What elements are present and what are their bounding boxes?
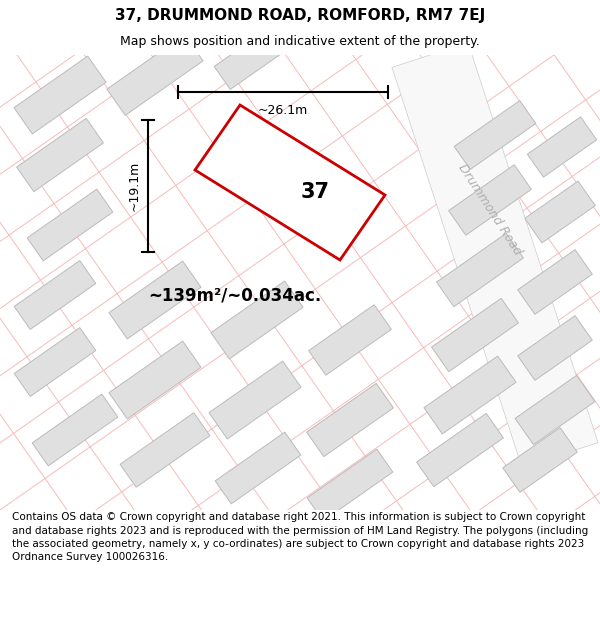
Text: Drummond Road: Drummond Road [455,162,524,258]
Polygon shape [14,261,96,329]
Polygon shape [14,56,106,134]
Polygon shape [14,328,96,396]
Polygon shape [32,394,118,466]
Text: ~139m²/~0.034ac.: ~139m²/~0.034ac. [148,286,322,304]
Polygon shape [424,356,516,434]
Polygon shape [120,412,210,488]
Polygon shape [527,117,596,177]
Polygon shape [518,249,592,314]
Text: 37: 37 [301,182,329,202]
Polygon shape [214,21,296,89]
Polygon shape [525,181,595,243]
Polygon shape [416,413,503,487]
Polygon shape [27,189,113,261]
Text: 37, DRUMMOND ROAD, ROMFORD, RM7 7EJ: 37, DRUMMOND ROAD, ROMFORD, RM7 7EJ [115,8,485,23]
Polygon shape [109,341,201,419]
Polygon shape [515,376,595,444]
Polygon shape [454,101,536,169]
Polygon shape [503,428,577,493]
Polygon shape [195,105,385,260]
Text: Map shows position and indicative extent of the property.: Map shows position and indicative extent… [120,35,480,48]
Polygon shape [307,449,393,521]
Polygon shape [431,298,518,372]
Polygon shape [518,316,592,381]
Polygon shape [437,233,523,307]
Text: Contains OS data © Crown copyright and database right 2021. This information is : Contains OS data © Crown copyright and d… [12,512,588,562]
Polygon shape [308,305,391,375]
Polygon shape [449,165,532,235]
Polygon shape [209,361,301,439]
Polygon shape [211,281,303,359]
Polygon shape [17,118,103,192]
Polygon shape [107,34,203,116]
Text: ~19.1m: ~19.1m [128,161,140,211]
Polygon shape [109,261,201,339]
Text: ~26.1m: ~26.1m [258,104,308,116]
Polygon shape [392,42,598,467]
Polygon shape [215,432,301,504]
Polygon shape [307,383,394,457]
